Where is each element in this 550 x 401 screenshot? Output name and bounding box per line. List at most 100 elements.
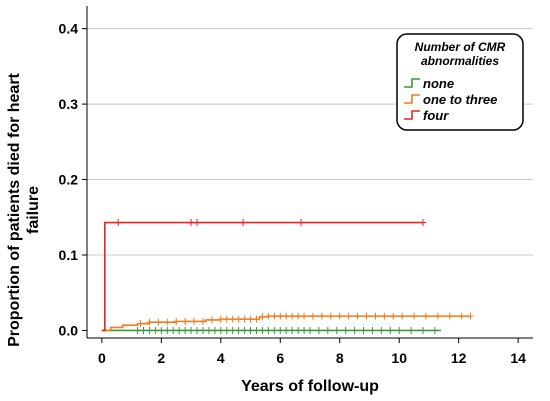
censor-mark-none-19 [247, 326, 254, 334]
censor-mark-one-to-three-28 [345, 312, 352, 320]
legend-swatch-none [404, 78, 420, 88]
censor-mark-one-to-three-10 [223, 315, 230, 323]
x-tick-label-0: 0 [98, 350, 106, 366]
y-tick-label-0: 0.0 [59, 322, 79, 338]
censor-mark-one-to-three-7 [199, 317, 206, 325]
censor-mark-none-1 [140, 326, 147, 334]
censor-mark-none-7 [176, 326, 183, 334]
censor-mark-none-26 [289, 326, 296, 334]
censor-mark-none-35 [360, 326, 367, 334]
censor-mark-one-to-three-16 [259, 313, 266, 321]
censor-mark-none-40 [408, 326, 415, 334]
censor-mark-one-to-three-20 [283, 312, 290, 320]
censor-mark-none-28 [301, 326, 308, 334]
censor-mark-one-to-three-15 [253, 315, 260, 323]
legend-swatch-one-to-three [404, 94, 420, 104]
x-tick-label-2: 4 [217, 350, 225, 366]
censor-mark-four-2 [194, 219, 201, 227]
censor-mark-one-to-three-38 [446, 312, 453, 320]
censor-mark-none-3 [152, 326, 159, 334]
censor-mark-one-to-three-5 [182, 317, 189, 325]
censor-mark-one-to-three-37 [434, 312, 441, 320]
y-tick-label-1: 0.1 [59, 247, 79, 263]
series-four [101, 219, 426, 332]
y-tick-label-4: 0.4 [59, 21, 79, 37]
y-tick-label-3: 0.3 [59, 96, 79, 112]
censor-mark-none-25 [283, 326, 290, 334]
series-none [101, 326, 441, 334]
censor-mark-one-to-three-40 [467, 312, 474, 320]
censor-mark-one-to-three-24 [309, 312, 316, 320]
legend-box [396, 33, 524, 131]
censor-mark-one-to-three-3 [164, 318, 171, 326]
censor-mark-one-to-three-22 [295, 312, 302, 320]
censor-mark-none-14 [217, 326, 224, 334]
censor-mark-none-20 [253, 326, 260, 334]
censor-mark-none-4 [158, 326, 165, 334]
censor-mark-one-to-three-2 [155, 318, 162, 326]
y-axis-title-line-1: Proportion of patients died for heart [6, 72, 23, 346]
legend-title-line-2: abnormalities [421, 54, 499, 68]
censor-mark-none-23 [271, 326, 278, 334]
censor-mark-one-to-three-31 [372, 312, 379, 320]
censor-mark-none-31 [324, 326, 331, 334]
censor-mark-none-30 [315, 326, 322, 334]
censor-mark-one-to-three-33 [390, 312, 397, 320]
censor-mark-none-33 [342, 326, 349, 334]
censor-mark-one-to-three-26 [327, 312, 334, 320]
censor-mark-one-to-three-32 [381, 312, 388, 320]
x-tick-label-6: 12 [451, 350, 467, 366]
censor-mark-one-to-three-30 [363, 312, 370, 320]
censor-mark-one-to-three-11 [229, 315, 236, 323]
censor-mark-four-3 [240, 219, 247, 227]
censor-mark-one-to-three-12 [235, 315, 242, 323]
censor-mark-none-16 [229, 326, 236, 334]
x-tick-label-4: 8 [336, 350, 344, 366]
censor-mark-four-0 [115, 219, 122, 227]
legend-label-one-to-three: one to three [423, 92, 497, 107]
censor-mark-none-32 [333, 326, 340, 334]
censor-mark-one-to-three-14 [247, 315, 254, 323]
censor-mark-none-0 [134, 326, 141, 334]
censor-mark-none-17 [235, 326, 242, 334]
censor-mark-one-to-three-21 [289, 312, 296, 320]
censor-mark-none-34 [351, 326, 358, 334]
censor-mark-four-5 [419, 219, 426, 227]
series-one-to-three [101, 312, 474, 332]
censor-mark-none-29 [307, 326, 313, 334]
censor-mark-one-to-three-17 [265, 312, 272, 320]
censor-mark-none-21 [259, 326, 266, 334]
legend-label-none: none [423, 76, 454, 91]
legend-label-four: four [423, 108, 449, 123]
censor-mark-none-9 [188, 326, 195, 334]
censor-mark-one-to-three-9 [217, 315, 224, 323]
series-layer [101, 219, 474, 334]
x-tick-label-5: 10 [391, 350, 407, 366]
censor-mark-one-to-three-34 [399, 312, 406, 320]
censor-mark-none-5 [164, 326, 171, 334]
censor-mark-one-to-three-27 [336, 312, 343, 320]
censor-mark-none-13 [211, 326, 218, 334]
censor-mark-none-12 [205, 326, 212, 334]
censor-mark-none-38 [387, 326, 394, 334]
x-axis-title: Years of follow-up [241, 378, 379, 395]
censor-mark-none-2 [146, 326, 153, 334]
censor-mark-none-27 [295, 326, 302, 334]
censor-mark-none-42 [431, 326, 438, 334]
censor-mark-none-39 [396, 326, 403, 334]
censor-mark-none-15 [223, 326, 230, 334]
series-line-four [101, 221, 423, 332]
censor-mark-one-to-three-6 [191, 317, 198, 325]
censor-mark-one-to-three-1 [146, 318, 153, 326]
censor-mark-none-36 [369, 326, 376, 334]
censor-mark-one-to-three-23 [301, 312, 308, 320]
x-tick-label-7: 14 [510, 350, 526, 366]
censor-mark-none-41 [419, 326, 426, 334]
legend-swatch-four [404, 110, 420, 120]
censor-mark-none-22 [265, 326, 272, 334]
censor-mark-one-to-three-35 [411, 312, 418, 320]
censor-mark-none-37 [378, 326, 385, 334]
censor-mark-none-6 [170, 326, 177, 334]
censor-mark-one-to-three-29 [354, 312, 361, 320]
